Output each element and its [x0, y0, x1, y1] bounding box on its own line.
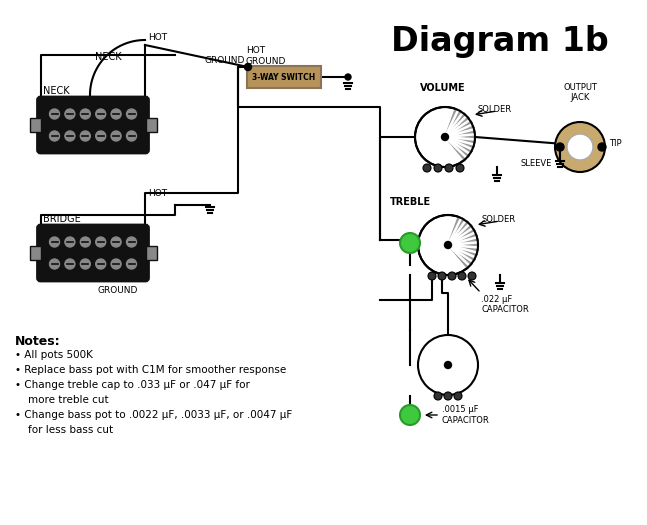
- Circle shape: [444, 242, 452, 248]
- Circle shape: [400, 405, 420, 425]
- Circle shape: [441, 133, 448, 141]
- Text: TREBLE: TREBLE: [390, 197, 431, 207]
- Text: NECK: NECK: [96, 52, 122, 62]
- Text: • Replace bass pot with C1M for smoother response: • Replace bass pot with C1M for smoother…: [15, 365, 286, 375]
- Text: Notes:: Notes:: [15, 335, 61, 348]
- Text: .0015 μF
CAPACITOR: .0015 μF CAPACITOR: [442, 405, 490, 425]
- Text: • Change bass pot to .0022 μF, .0033 μF, or .0047 μF: • Change bass pot to .0022 μF, .0033 μF,…: [15, 410, 292, 420]
- Circle shape: [567, 134, 593, 160]
- Text: Diagram 1b: Diagram 1b: [391, 25, 609, 58]
- FancyBboxPatch shape: [38, 225, 149, 281]
- Circle shape: [444, 392, 452, 400]
- Circle shape: [111, 109, 121, 119]
- Text: .022 μF
CAPACITOR: .022 μF CAPACITOR: [481, 295, 529, 314]
- Text: OUTPUT
JACK: OUTPUT JACK: [563, 82, 597, 102]
- Text: TIP: TIP: [609, 140, 622, 149]
- Circle shape: [400, 233, 420, 253]
- Text: NECK: NECK: [43, 86, 70, 96]
- Wedge shape: [445, 109, 475, 160]
- Text: BRIDGE: BRIDGE: [43, 214, 82, 224]
- Circle shape: [96, 259, 105, 269]
- Text: GROUND: GROUND: [204, 56, 245, 65]
- Circle shape: [50, 109, 60, 119]
- Text: HOT: HOT: [246, 46, 265, 55]
- Text: • Change treble cap to .033 μF or .047 μF for: • Change treble cap to .033 μF or .047 μ…: [15, 380, 250, 390]
- Circle shape: [555, 122, 605, 172]
- FancyBboxPatch shape: [30, 246, 41, 260]
- Circle shape: [438, 272, 446, 280]
- Text: SOLDER: SOLDER: [478, 106, 512, 114]
- Circle shape: [556, 143, 564, 151]
- Text: VOLUME: VOLUME: [420, 83, 466, 93]
- Circle shape: [428, 272, 436, 280]
- Circle shape: [127, 131, 137, 141]
- Circle shape: [418, 335, 478, 395]
- Circle shape: [468, 272, 476, 280]
- Circle shape: [345, 74, 351, 80]
- Circle shape: [80, 237, 91, 247]
- Circle shape: [65, 259, 75, 269]
- Circle shape: [444, 362, 452, 369]
- Circle shape: [50, 131, 60, 141]
- FancyBboxPatch shape: [38, 97, 149, 153]
- Circle shape: [111, 259, 121, 269]
- Circle shape: [96, 109, 105, 119]
- FancyBboxPatch shape: [30, 118, 41, 132]
- Circle shape: [458, 272, 466, 280]
- Circle shape: [415, 107, 475, 167]
- Text: GROUND: GROUND: [98, 286, 138, 295]
- Circle shape: [96, 131, 105, 141]
- Circle shape: [80, 109, 91, 119]
- Circle shape: [245, 64, 252, 70]
- Wedge shape: [448, 217, 478, 268]
- Circle shape: [434, 392, 442, 400]
- Text: for less bass cut: for less bass cut: [15, 425, 113, 435]
- Circle shape: [111, 237, 121, 247]
- FancyBboxPatch shape: [146, 246, 157, 260]
- Circle shape: [65, 109, 75, 119]
- FancyBboxPatch shape: [247, 66, 321, 88]
- Circle shape: [423, 164, 431, 172]
- Circle shape: [445, 164, 453, 172]
- Circle shape: [454, 392, 462, 400]
- Text: HOT: HOT: [148, 33, 167, 42]
- Circle shape: [127, 259, 137, 269]
- Circle shape: [127, 237, 137, 247]
- Circle shape: [50, 237, 60, 247]
- Circle shape: [80, 259, 91, 269]
- Circle shape: [111, 131, 121, 141]
- Circle shape: [96, 237, 105, 247]
- Circle shape: [65, 237, 75, 247]
- Circle shape: [448, 272, 456, 280]
- Circle shape: [456, 164, 464, 172]
- Text: 3-WAY SWITCH: 3-WAY SWITCH: [252, 72, 316, 81]
- Text: SOLDER: SOLDER: [481, 215, 515, 225]
- Text: GROUND: GROUND: [246, 57, 287, 66]
- Circle shape: [127, 109, 137, 119]
- Text: HOT: HOT: [148, 189, 167, 198]
- Text: SLEEVE: SLEEVE: [521, 160, 552, 169]
- Circle shape: [418, 215, 478, 275]
- Circle shape: [598, 143, 606, 151]
- Circle shape: [65, 131, 75, 141]
- Text: more treble cut: more treble cut: [15, 395, 109, 405]
- Circle shape: [434, 164, 442, 172]
- Circle shape: [50, 259, 60, 269]
- Circle shape: [80, 131, 91, 141]
- FancyBboxPatch shape: [146, 118, 157, 132]
- Text: • All pots 500K: • All pots 500K: [15, 350, 93, 360]
